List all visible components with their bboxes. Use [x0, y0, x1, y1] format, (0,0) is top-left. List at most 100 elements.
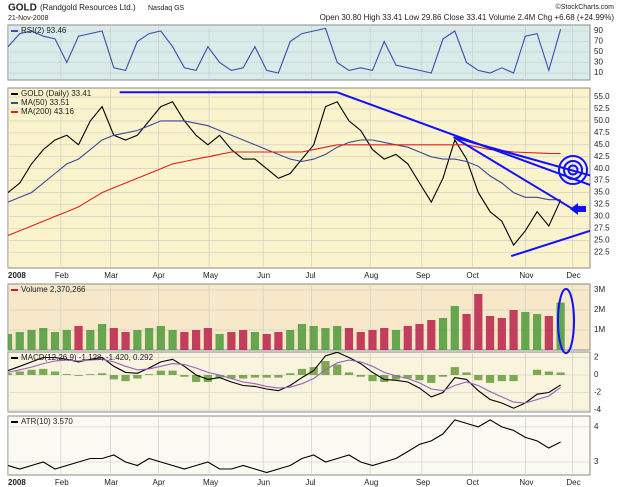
bar	[286, 330, 295, 350]
bar	[227, 375, 236, 379]
bar	[262, 375, 271, 378]
x-tick-label: 2008	[8, 271, 26, 280]
quote: Open 30.80 High 33.41 Low 29.86 Close 33…	[320, 13, 615, 22]
x-tick-label: Sep	[416, 271, 431, 280]
panel	[8, 88, 590, 268]
panel	[8, 416, 590, 475]
bar	[391, 375, 401, 380]
bar	[556, 372, 565, 376]
bar	[474, 375, 483, 381]
bar	[438, 375, 448, 377]
bar	[286, 373, 295, 376]
bar	[133, 375, 142, 379]
bar	[438, 318, 448, 350]
y-tick-label: -4	[594, 405, 602, 414]
bar	[356, 375, 365, 377]
x-tick-label: Mar	[104, 271, 118, 280]
bar	[532, 314, 542, 350]
bar	[274, 375, 283, 378]
x-tick-label: Apr	[152, 478, 165, 487]
bar	[144, 328, 154, 350]
y-tick-label: 2M	[594, 305, 605, 314]
bar	[215, 375, 224, 378]
bar	[415, 324, 424, 350]
x-tick-label: Aug	[364, 271, 378, 280]
bar	[450, 367, 459, 376]
bar	[15, 332, 24, 350]
ticker: GOLD	[8, 3, 37, 14]
bar	[156, 370, 165, 376]
bar	[168, 330, 177, 350]
bar	[427, 375, 436, 383]
bar	[50, 371, 60, 376]
y-tick-label: 2	[594, 353, 599, 362]
trendline	[453, 136, 590, 177]
y-tick-label: 40.0	[594, 164, 610, 173]
x-tick-label: Feb	[55, 271, 69, 280]
x-tick-label: Aug	[364, 478, 378, 487]
exchange: Nasdaq GS	[148, 5, 185, 12]
bar	[309, 326, 318, 350]
x-tick-label: Jul	[305, 271, 315, 280]
series-line	[8, 101, 562, 247]
y-tick-label: 50	[594, 47, 603, 56]
bar	[15, 371, 24, 376]
bar	[368, 375, 377, 382]
credit: ©StockCharts.com	[556, 3, 615, 11]
y-tick-label: -2	[594, 388, 602, 397]
x-tick-label: May	[203, 478, 218, 487]
y-tick-label: 1M	[594, 325, 605, 334]
bar	[227, 332, 236, 350]
bar	[192, 330, 201, 350]
bar	[109, 328, 118, 350]
y-tick-label: 25.0	[594, 235, 610, 244]
bar	[121, 332, 130, 350]
panel	[8, 352, 590, 412]
y-tick-label: 70	[594, 37, 603, 46]
bar	[8, 334, 13, 350]
x-tick-label: Oct	[466, 271, 479, 280]
series-line	[8, 358, 561, 404]
y-tick-label: 32.5	[594, 200, 610, 209]
y-tick-label: 22.5	[594, 247, 610, 256]
y-tick-label: 47.5	[594, 128, 610, 137]
bar	[297, 324, 307, 350]
bar	[485, 375, 495, 383]
panel-background	[7, 415, 591, 476]
legend-label: MACD(12,26,9) -1.128, -1.420, 0.292	[21, 353, 154, 362]
series-line	[8, 419, 561, 474]
bar	[27, 369, 36, 376]
bar	[521, 312, 530, 350]
series-line	[8, 120, 561, 203]
target-circle	[558, 155, 588, 185]
x-tick-label: Sep	[416, 478, 431, 487]
bar	[462, 314, 471, 350]
bar	[86, 330, 95, 350]
company-name: (Randgold Resources Ltd.)	[40, 3, 136, 12]
legend-label: GOLD (Daily) 33.41	[21, 89, 92, 98]
bar	[333, 364, 342, 376]
x-tick-label: 2008	[8, 478, 26, 487]
bar	[356, 332, 365, 350]
bar	[74, 326, 83, 350]
bar	[144, 374, 154, 376]
bar	[192, 375, 201, 382]
y-tick-label: 27.5	[594, 223, 610, 232]
bar	[168, 370, 177, 376]
x-tick-label: Nov	[519, 478, 533, 487]
panel-background	[7, 24, 591, 81]
bar	[391, 330, 401, 350]
y-tick-label: 30	[594, 58, 603, 67]
bar	[262, 334, 271, 350]
bar	[156, 326, 165, 350]
bar	[344, 328, 354, 350]
bar	[239, 375, 248, 379]
x-tick-label: Apr	[152, 271, 165, 280]
bar	[544, 316, 553, 350]
x-tick-label: Mar	[104, 478, 118, 487]
bar	[39, 328, 48, 350]
x-tick-label: Feb	[55, 478, 69, 487]
y-tick-label: 52.5	[594, 104, 610, 113]
